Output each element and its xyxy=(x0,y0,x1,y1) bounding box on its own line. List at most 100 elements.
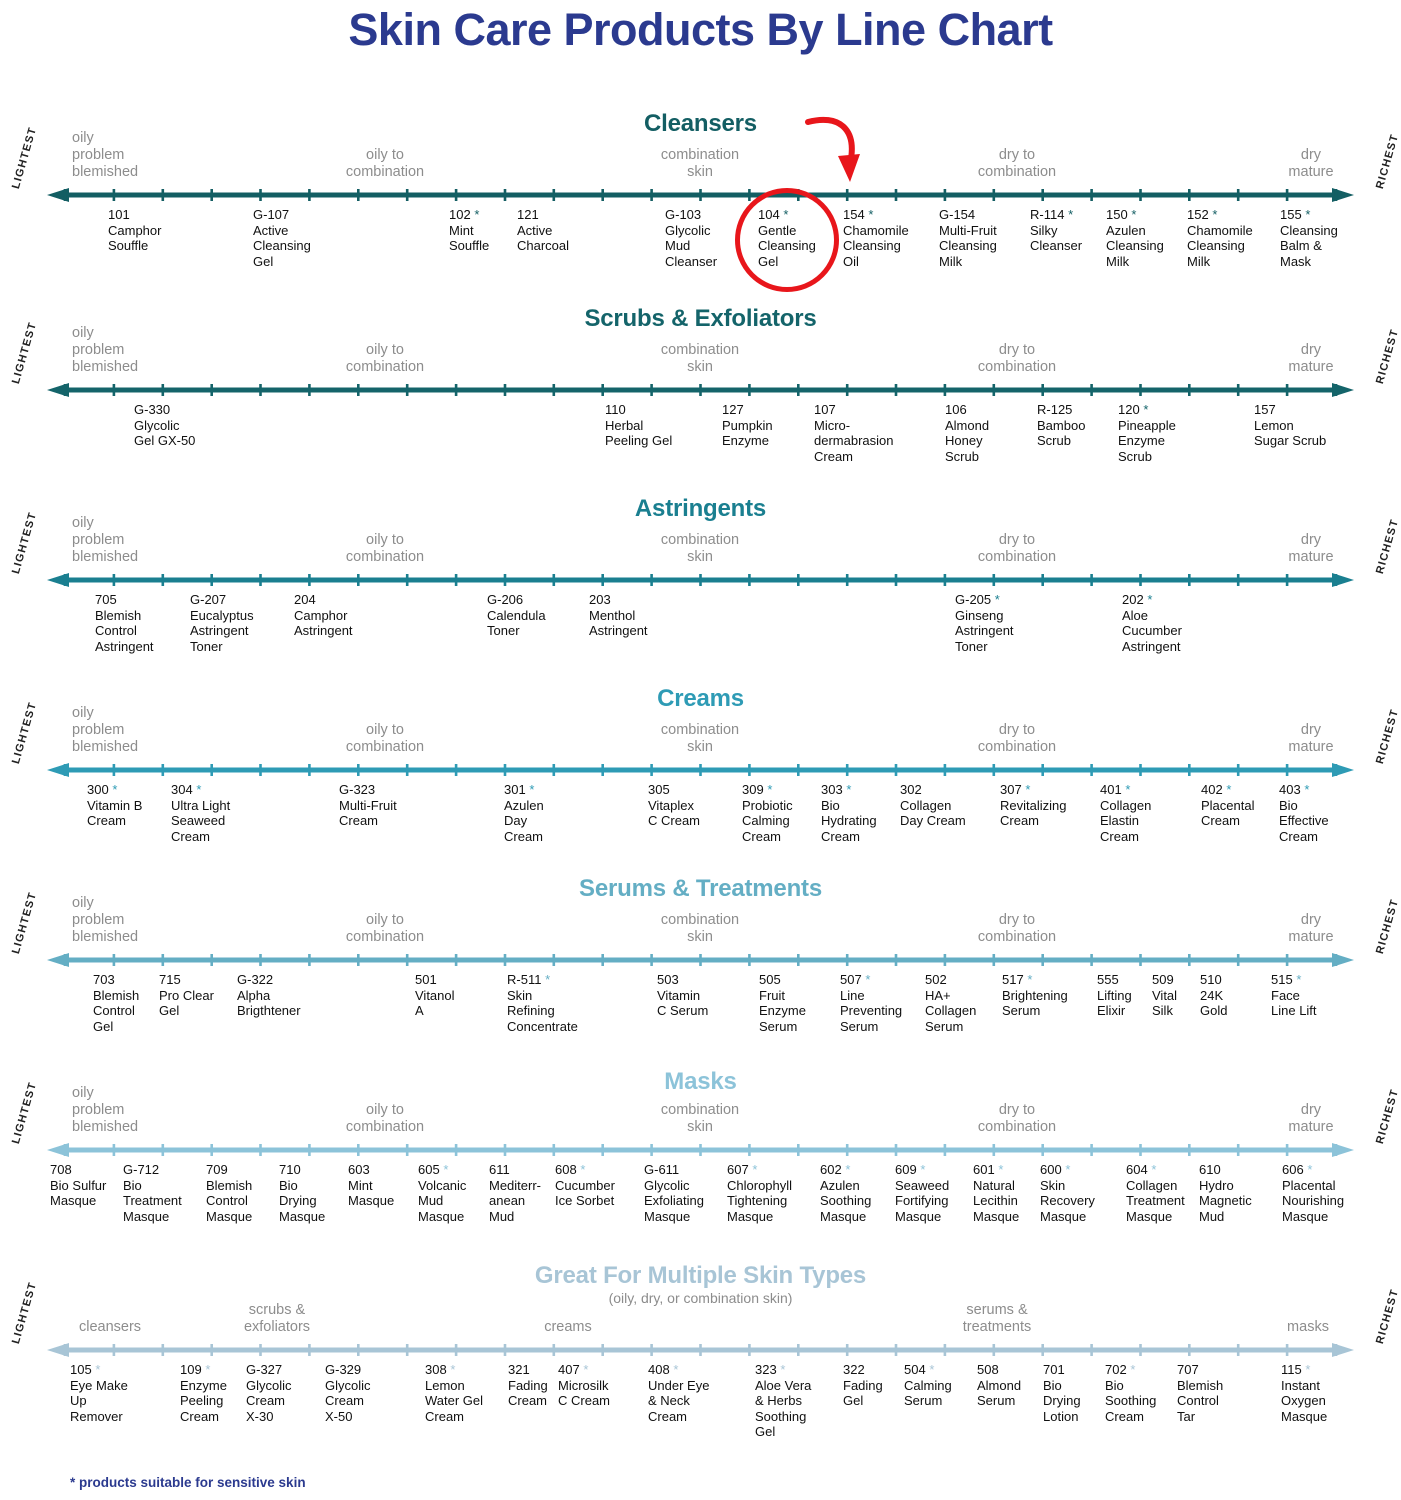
product-label[interactable]: 507 * Line Preventing Serum xyxy=(840,972,902,1034)
product-label[interactable]: R-511 * Skin Refining Concentrate xyxy=(507,972,578,1034)
product-label[interactable]: 157 Lemon Sugar Scrub xyxy=(1254,402,1326,449)
product-label[interactable]: 515 * Face Line Lift xyxy=(1271,972,1317,1019)
product-code: 610 xyxy=(1199,1162,1221,1177)
product-label[interactable]: R-125 Bamboo Scrub xyxy=(1037,402,1085,449)
product-label[interactable]: 301 * Azulen Day Cream xyxy=(504,782,544,844)
product-line-row: Serums & Treatments oily problem blemishe… xyxy=(0,875,1401,1075)
product-label[interactable]: 401 * Collagen Elastin Cream xyxy=(1100,782,1151,844)
product-label[interactable]: 605 * Volcanic Mud Masque xyxy=(418,1162,466,1224)
product-label[interactable]: 611 Mediterr- anean Mud xyxy=(489,1162,541,1224)
product-label[interactable]: 708 Bio Sulfur Masque xyxy=(50,1162,106,1209)
product-label[interactable]: G-154 Multi-Fruit Cleansing Milk xyxy=(939,207,997,269)
product-label[interactable]: 321 Fading Cream xyxy=(508,1362,548,1409)
product-label[interactable]: 150 * Azulen Cleansing Milk xyxy=(1106,207,1164,269)
product-label[interactable]: 127 Pumpkin Enzyme xyxy=(722,402,773,449)
product-label[interactable]: 308 * Lemon Water Gel Cream xyxy=(425,1362,483,1424)
product-label[interactable]: 309 * Probiotic Calming Cream xyxy=(742,782,793,844)
product-label[interactable]: 402 * Placental Cream xyxy=(1201,782,1254,829)
product-label[interactable]: 155 * Cleansing Balm & Mask xyxy=(1280,207,1338,269)
product-label[interactable]: 705 Blemish Control Astringent xyxy=(95,592,154,654)
product-label[interactable]: 707 Blemish Control Tar xyxy=(1177,1362,1223,1424)
zone-label: oily to combination xyxy=(345,912,425,945)
product-label[interactable]: 609 * Seaweed Fortifying Masque xyxy=(895,1162,949,1224)
sensitive-skin-star-icon: * xyxy=(842,782,852,797)
product-code: 401 xyxy=(1100,782,1122,797)
product-label[interactable]: 152 * Chamomile Cleansing Milk xyxy=(1187,207,1253,269)
product-label[interactable]: 703 Blemish Control Gel xyxy=(93,972,139,1034)
product-code: 157 xyxy=(1254,402,1276,417)
product-label[interactable]: 304 * Ultra Light Seaweed Cream xyxy=(171,782,230,844)
product-label[interactable]: G-712 Bio Treatment Masque xyxy=(123,1162,182,1224)
product-label[interactable]: G-330 Glycolic Gel GX-50 xyxy=(134,402,195,449)
product-name: Bio Effective Cream xyxy=(1279,797,1329,844)
product-name: Cleansing Balm & Mask xyxy=(1280,222,1338,269)
product-label[interactable]: 102 * Mint Souffle xyxy=(449,207,489,254)
product-label[interactable]: G-323 Multi-Fruit Cream xyxy=(339,782,397,829)
zone-label: oily problem blemished xyxy=(72,130,139,180)
product-label[interactable]: 104 * Gentle Cleansing Gel xyxy=(758,207,816,269)
product-label[interactable]: G-205 * Ginseng Astringent Toner xyxy=(955,592,1014,654)
product-label[interactable]: G-327 Glycolic Cream X-30 xyxy=(246,1362,292,1424)
product-label[interactable]: 509 Vital Silk xyxy=(1152,972,1177,1019)
product-label[interactable]: 105 * Eye Make Up Remover xyxy=(70,1362,128,1424)
product-label[interactable]: 607 * Chlorophyll Tightening Masque xyxy=(727,1162,792,1224)
product-label[interactable]: 602 * Azulen Soothing Masque xyxy=(820,1162,871,1224)
product-label[interactable]: 610 Hydro Magnetic Mud xyxy=(1199,1162,1252,1224)
product-label[interactable]: 109 * Enzyme Peeling Cream xyxy=(180,1362,227,1424)
product-label[interactable]: 601 * Natural Lecithin Masque xyxy=(973,1162,1019,1224)
product-label[interactable]: 110 Herbal Peeling Gel xyxy=(605,402,672,449)
product-label[interactable]: 403 * Bio Effective Cream xyxy=(1279,782,1329,844)
product-label[interactable]: 107 Micro- dermabrasion Cream xyxy=(814,402,894,464)
product-label[interactable]: 115 * Instant Oxygen Masque xyxy=(1281,1362,1327,1424)
product-label[interactable]: G-329 Glycolic Cream X-50 xyxy=(325,1362,371,1424)
product-label[interactable]: 715 Pro Clear Gel xyxy=(159,972,214,1019)
product-label[interactable]: 603 Mint Masque xyxy=(348,1162,394,1209)
product-label[interactable]: 204 Camphor Astringent xyxy=(294,592,353,639)
product-name: Placental Nourishing Masque xyxy=(1282,1177,1345,1224)
sensitive-skin-star-icon: * xyxy=(991,592,1000,607)
product-label[interactable]: 604 * Collagen Treatment Masque xyxy=(1126,1162,1185,1224)
product-label[interactable]: 508 Almond Serum xyxy=(977,1362,1021,1409)
product-label[interactable]: 203 Menthol Astringent xyxy=(589,592,648,639)
product-label[interactable]: G-107 Active Cleansing Gel xyxy=(253,207,311,269)
product-label[interactable]: 555 Lifting Elixir xyxy=(1097,972,1132,1019)
product-label[interactable]: 408 * Under Eye & Neck Cream xyxy=(648,1362,709,1424)
product-label[interactable]: 504 * Calming Serum xyxy=(904,1362,952,1409)
product-label[interactable]: 121 Active Charcoal xyxy=(517,207,569,254)
product-label[interactable]: G-206 Calendula Toner xyxy=(487,592,546,639)
product-label[interactable]: 300 * Vitamin B Cream xyxy=(87,782,142,829)
product-label[interactable]: 307 * Revitalizing Cream xyxy=(1000,782,1066,829)
product-label[interactable]: 710 Bio Drying Masque xyxy=(279,1162,325,1224)
product-label[interactable]: 505 Fruit Enzyme Serum xyxy=(759,972,806,1034)
product-label[interactable]: 503 Vitamin C Serum xyxy=(657,972,708,1019)
product-label[interactable]: R-114 * Silky Cleanser xyxy=(1030,207,1082,254)
product-label[interactable]: 322 Fading Gel xyxy=(843,1362,883,1409)
product-label[interactable]: 120 * Pineapple Enzyme Scrub xyxy=(1118,402,1176,464)
product-label[interactable]: 517 * Brightening Serum xyxy=(1002,972,1068,1019)
product-label[interactable]: 501 Vitanol A xyxy=(415,972,455,1019)
product-label[interactable]: G-611 Glycolic Exfoliating Masque xyxy=(644,1162,704,1224)
product-label[interactable]: 606 * Placental Nourishing Masque xyxy=(1282,1162,1344,1224)
product-label[interactable]: 502 HA+ Collagen Serum xyxy=(925,972,976,1034)
product-label[interactable]: 101 Camphor Souffle xyxy=(108,207,161,254)
product-name: Bio Treatment Masque xyxy=(123,1177,182,1224)
product-label[interactable]: 302 Collagen Day Cream xyxy=(900,782,966,829)
product-label[interactable]: 709 Blemish Control Masque xyxy=(206,1162,252,1224)
product-label[interactable]: 323 * Aloe Vera & Herbs Soothing Gel xyxy=(755,1362,811,1440)
product-label[interactable]: G-103 Glycolic Mud Cleanser xyxy=(665,207,717,269)
product-label[interactable]: G-322 Alpha Brigthtener xyxy=(237,972,301,1019)
product-label[interactable]: 202 * Aloe Cucumber Astringent xyxy=(1122,592,1182,654)
product-label[interactable]: 608 * Cucumber Ice Sorbet xyxy=(555,1162,615,1209)
product-label[interactable]: 407 * Microsilk C Cream xyxy=(558,1362,610,1409)
product-label[interactable]: G-207 Eucalyptus Astringent Toner xyxy=(190,592,254,654)
product-label[interactable]: 154 * Chamomile Cleansing Oil xyxy=(843,207,909,269)
product-name: Glycolic Cream X-30 xyxy=(246,1377,292,1424)
product-name: Collagen Elastin Cream xyxy=(1100,797,1152,844)
product-label[interactable]: 510 24K Gold xyxy=(1200,972,1227,1019)
product-label[interactable]: 106 Almond Honey Scrub xyxy=(945,402,989,464)
product-label[interactable]: 701 Bio Drying Lotion xyxy=(1043,1362,1081,1424)
product-label[interactable]: 303 * Bio Hydrating Cream xyxy=(821,782,877,844)
product-label[interactable]: 702 * Bio Soothing Cream xyxy=(1105,1362,1156,1424)
product-label[interactable]: 305 Vitaplex C Cream xyxy=(648,782,700,829)
product-label[interactable]: 600 * Skin Recovery Masque xyxy=(1040,1162,1095,1224)
